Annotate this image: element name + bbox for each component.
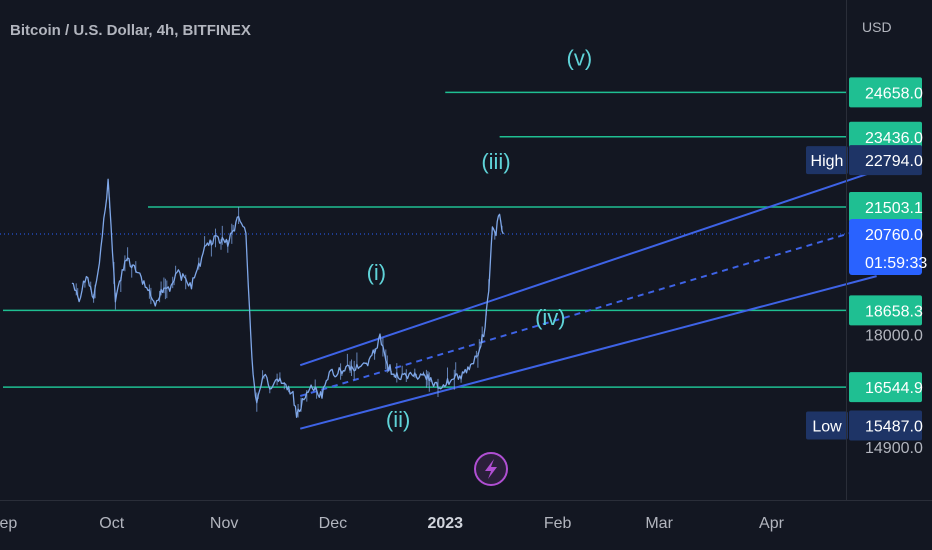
- level-price-tag: [849, 372, 922, 403]
- price-axis-tick: 18000.0: [865, 327, 923, 344]
- wave-label[interactable]: (iv): [535, 305, 566, 330]
- low-marker-value: 15487.0: [865, 419, 923, 436]
- time-axis-tick: Nov: [210, 515, 238, 532]
- high-marker-tag: [806, 146, 848, 175]
- lightning-bolt-glyph: [485, 459, 497, 479]
- level-price-tag: [849, 77, 922, 108]
- level-price-tag: [849, 192, 922, 223]
- wave-label[interactable]: (iii): [481, 149, 510, 174]
- channel-upper-line[interactable]: [299, 169, 877, 367]
- time-axis-tick: Oct: [99, 515, 124, 532]
- last-price-value: 20760.0: [865, 227, 923, 244]
- level-price-tag: [849, 121, 922, 152]
- level-price-label: 18658.3: [865, 303, 923, 320]
- wave-label[interactable]: (ii): [386, 407, 410, 432]
- level-price-label: 24658.0: [865, 85, 923, 102]
- chart-title: Bitcoin / U.S. Dollar, 4h, BITFINEX: [10, 22, 251, 39]
- time-axis-tick: Sep: [0, 515, 17, 532]
- price-axis-separator: [846, 0, 847, 500]
- time-axis-tick: 2023: [427, 515, 463, 532]
- time-axis-tick: Apr: [759, 515, 785, 532]
- high-marker-value: 22794.0: [865, 153, 923, 170]
- time-axis-separator: [0, 500, 932, 501]
- wave-label[interactable]: (i): [367, 260, 387, 285]
- time-axis-tick: Feb: [544, 515, 572, 532]
- level-price-label: 16544.9: [865, 380, 923, 397]
- low-marker-price-tag: [849, 410, 922, 441]
- low-marker-tag: [806, 411, 848, 440]
- level-price-label: 23436.0: [865, 130, 923, 147]
- high-marker-label: High: [811, 153, 844, 170]
- high-marker-price-tag: [849, 145, 922, 176]
- last-price-tag: [849, 219, 922, 275]
- low-marker-label: Low: [812, 419, 842, 436]
- wave-label[interactable]: (v): [567, 45, 593, 70]
- bar-countdown: 01:59:33: [865, 255, 927, 272]
- currency-label[interactable]: USD: [862, 19, 892, 35]
- channel-lower-line[interactable]: [299, 275, 877, 430]
- price-wicks: [75, 197, 503, 418]
- level-price-label: 21503.1: [865, 200, 923, 217]
- price-series[interactable]: [71, 178, 504, 418]
- level-price-tag: [849, 295, 922, 326]
- price-axis-tick: 14900.0: [865, 440, 923, 457]
- time-axis-tick: Dec: [319, 515, 347, 532]
- time-axis-tick: Mar: [645, 515, 673, 532]
